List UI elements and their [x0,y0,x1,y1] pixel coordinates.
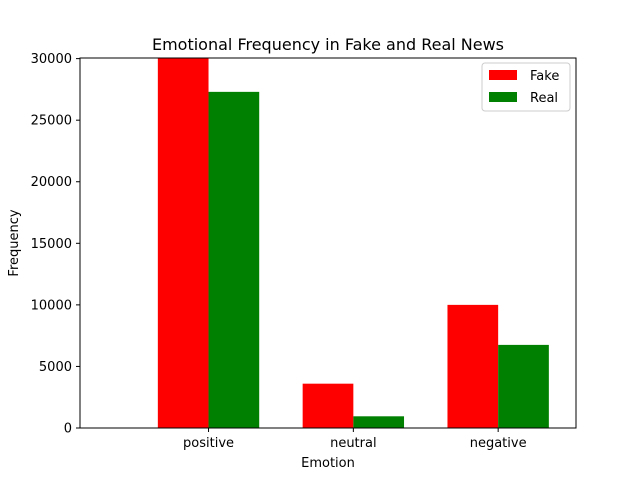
legend-label-real: Real [530,91,558,106]
y-axis-ticks: 0 5000 10000 15000 20000 25000 30000 [31,52,80,437]
bar-fake-neutral [302,383,354,428]
y-tick-label: 30000 [31,52,72,67]
y-tick-label: 25000 [31,114,72,129]
y-tick-label: 5000 [39,360,72,375]
bar-real-neutral [353,416,405,428]
x-tick-label-negative: negative [470,436,527,451]
legend-label-fake: Fake [530,69,559,84]
x-tick-label-neutral: neutral [330,436,377,451]
y-tick-label: 0 [64,422,72,437]
chart-title: Emotional Frequency in Fake and Real New… [152,35,504,54]
plot-frame [79,57,577,429]
legend: Fake Real [481,62,571,112]
bar-fake-positive [157,58,209,428]
y-tick-label: 15000 [31,237,72,252]
x-tick-label-positive: positive [183,436,234,451]
bar-real-positive [208,91,260,428]
bars-layer [157,58,549,428]
legend-swatch-real [489,92,517,102]
bar-fake-negative [447,304,499,428]
y-axis-label: Frequency [7,209,22,276]
bar-real-negative [498,344,549,428]
x-axis-label: Emotion [301,456,355,471]
x-axis-ticks: positive neutral negative [183,428,527,451]
y-tick-label: 20000 [31,175,72,190]
legend-swatch-fake [489,70,517,80]
y-tick-label: 10000 [31,298,72,313]
